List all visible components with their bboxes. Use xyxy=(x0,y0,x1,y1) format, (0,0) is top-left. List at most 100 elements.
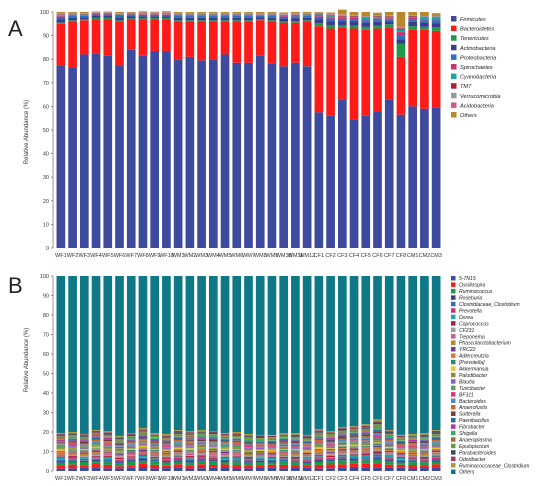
panel-a-bar-segment xyxy=(197,21,206,61)
panel-b-bar-segment xyxy=(138,444,148,446)
panel-b-bar-segment xyxy=(349,443,359,445)
panel-b-y-tick-label: 50 xyxy=(43,372,49,378)
panel-b-x-tick-label: WF7 xyxy=(125,476,137,482)
panel-b-bar-segment xyxy=(326,443,335,445)
panel-b-bar-segment xyxy=(337,444,347,446)
panel-a-bar-segment xyxy=(361,12,371,17)
panel-b-bar-segment xyxy=(208,460,218,462)
panel-b-bar-segment xyxy=(197,433,206,436)
panel-a-bar-segment xyxy=(232,17,242,21)
panel-b-bar-segment xyxy=(314,452,324,455)
panel-b-bar-segment xyxy=(408,435,418,437)
panel-b-bar-segment xyxy=(420,454,429,456)
panel-a-bar-segment xyxy=(68,14,77,16)
panel-b-bar-segment xyxy=(291,451,300,453)
panel-b-bar-segment xyxy=(220,445,230,448)
panel-b-bar-segment xyxy=(396,437,406,439)
panel-b-bar-segment xyxy=(173,455,183,457)
panel-b-legend-swatch xyxy=(451,334,456,339)
panel-b-x-tick-label: WM5 xyxy=(219,476,232,482)
panel-b-bar-segment xyxy=(314,441,324,443)
panel-b-bar-segment xyxy=(185,456,195,459)
panel-a-bar-segment xyxy=(291,15,300,17)
panel-a-bar-segment xyxy=(302,13,312,15)
panel-b-bar-segment xyxy=(326,444,335,446)
panel-b-bar-segment xyxy=(197,439,206,442)
panel-a-bar-segment xyxy=(326,14,335,16)
panel-b-bar-segment xyxy=(255,434,265,436)
panel-b-bar-segment xyxy=(279,456,289,458)
panel-b-bar-segment xyxy=(103,436,113,438)
panel-b-x-tick-label: WM12 xyxy=(299,476,315,482)
panel-b-bar-segment xyxy=(244,453,253,454)
panel-a-bar-segment xyxy=(138,55,148,248)
panel-b-bar-segment xyxy=(138,457,148,459)
panel-b-bar-segment xyxy=(408,453,418,454)
panel-b-bar-segment xyxy=(384,444,394,447)
panel-b-bar-segment xyxy=(279,453,289,455)
panel-b-legend-swatch xyxy=(451,456,456,462)
panel-b-bar-segment xyxy=(150,442,160,445)
panel-b-bar-segment xyxy=(420,452,429,454)
panel-b-bar-segment xyxy=(361,452,371,454)
panel-b-bar-segment xyxy=(431,430,441,433)
panel-b-bar-segment xyxy=(337,439,347,442)
panel-b-bar-segment xyxy=(431,433,441,435)
panel-b-bar-segment xyxy=(291,449,300,451)
panel-b-bar-segment xyxy=(326,451,335,453)
panel-b-bar-segment xyxy=(420,462,429,466)
panel-b-bar-segment-others xyxy=(291,276,300,433)
panel-b-bar-segment xyxy=(431,452,441,453)
panel-b-bar-segment xyxy=(162,447,171,449)
panel-a-y-tick-label: 40 xyxy=(43,152,49,158)
panel-b-bar-segment xyxy=(255,438,265,440)
panel-b-bar-segment xyxy=(197,444,206,445)
panel-b-bar-segment xyxy=(420,440,429,442)
panel-b-bar-segment xyxy=(408,454,418,457)
panel-b-bar-segment xyxy=(420,447,429,449)
panel-b-bar-segment xyxy=(103,464,113,469)
panel-a-bar-segment xyxy=(255,17,265,20)
panel-a-x-tick-label: WM6 xyxy=(230,253,243,259)
panel-b-bar-segment xyxy=(68,436,77,438)
panel-b-bar-segment xyxy=(68,450,77,453)
panel-b-bar-segment xyxy=(232,468,242,471)
panel-b-legend-swatch xyxy=(451,366,456,371)
panel-a-bar-segment xyxy=(162,11,171,13)
panel-b-y-tick-label: 30 xyxy=(43,411,49,417)
panel-b-bar-segment xyxy=(150,445,160,447)
panel-b-bar-segment xyxy=(373,433,382,436)
panel-b-bar-segment xyxy=(291,447,300,449)
panel-b-bar-segment xyxy=(279,447,289,450)
panel-b-bar-segment xyxy=(291,441,300,443)
panel-b-bar-segment xyxy=(68,449,77,451)
panel-b-bar-segment xyxy=(162,441,171,443)
panel-b-x-tick-label: WF3 xyxy=(79,476,91,482)
panel-b-bar-segment xyxy=(162,445,171,448)
panel-b-bar-segment xyxy=(208,450,218,452)
panel-b-bar-segment xyxy=(173,464,183,468)
panel-b-bar-segment xyxy=(314,455,324,457)
panel-a-bar-segment xyxy=(431,30,441,108)
panel-b-bar-segment xyxy=(396,435,406,438)
panel-b-bar-segment xyxy=(208,431,218,432)
panel-b-bar-segment xyxy=(232,449,242,451)
panel-b-bar-segment xyxy=(431,430,441,431)
panel-a-bar-segment xyxy=(431,19,441,21)
panel-b-bar-segment xyxy=(150,457,160,459)
panel-b-bar-segment xyxy=(68,455,77,457)
panel-a-bar-segment xyxy=(220,13,230,15)
panel-a-x-tick-label: WM3 xyxy=(195,253,208,259)
panel-b-bar-segment xyxy=(197,449,206,452)
panel-b-bar-segment xyxy=(396,457,406,460)
panel-b-bar-segment xyxy=(185,438,195,440)
panel-b-bar-segment xyxy=(68,453,77,455)
panel-a-y-axis: 0 10 20 30 40 50 60 70 80 90 100 xyxy=(40,10,54,252)
panel-b-bar-segment xyxy=(220,438,230,439)
panel-b-bar-segment xyxy=(384,467,394,471)
panel-a-bar-segment xyxy=(349,17,359,20)
panel-a-bar-segment xyxy=(291,21,300,23)
panel-b-bar-segment xyxy=(103,432,113,435)
panel-a-bar-segment xyxy=(384,15,394,17)
panel-b-bar-segment xyxy=(349,427,359,429)
